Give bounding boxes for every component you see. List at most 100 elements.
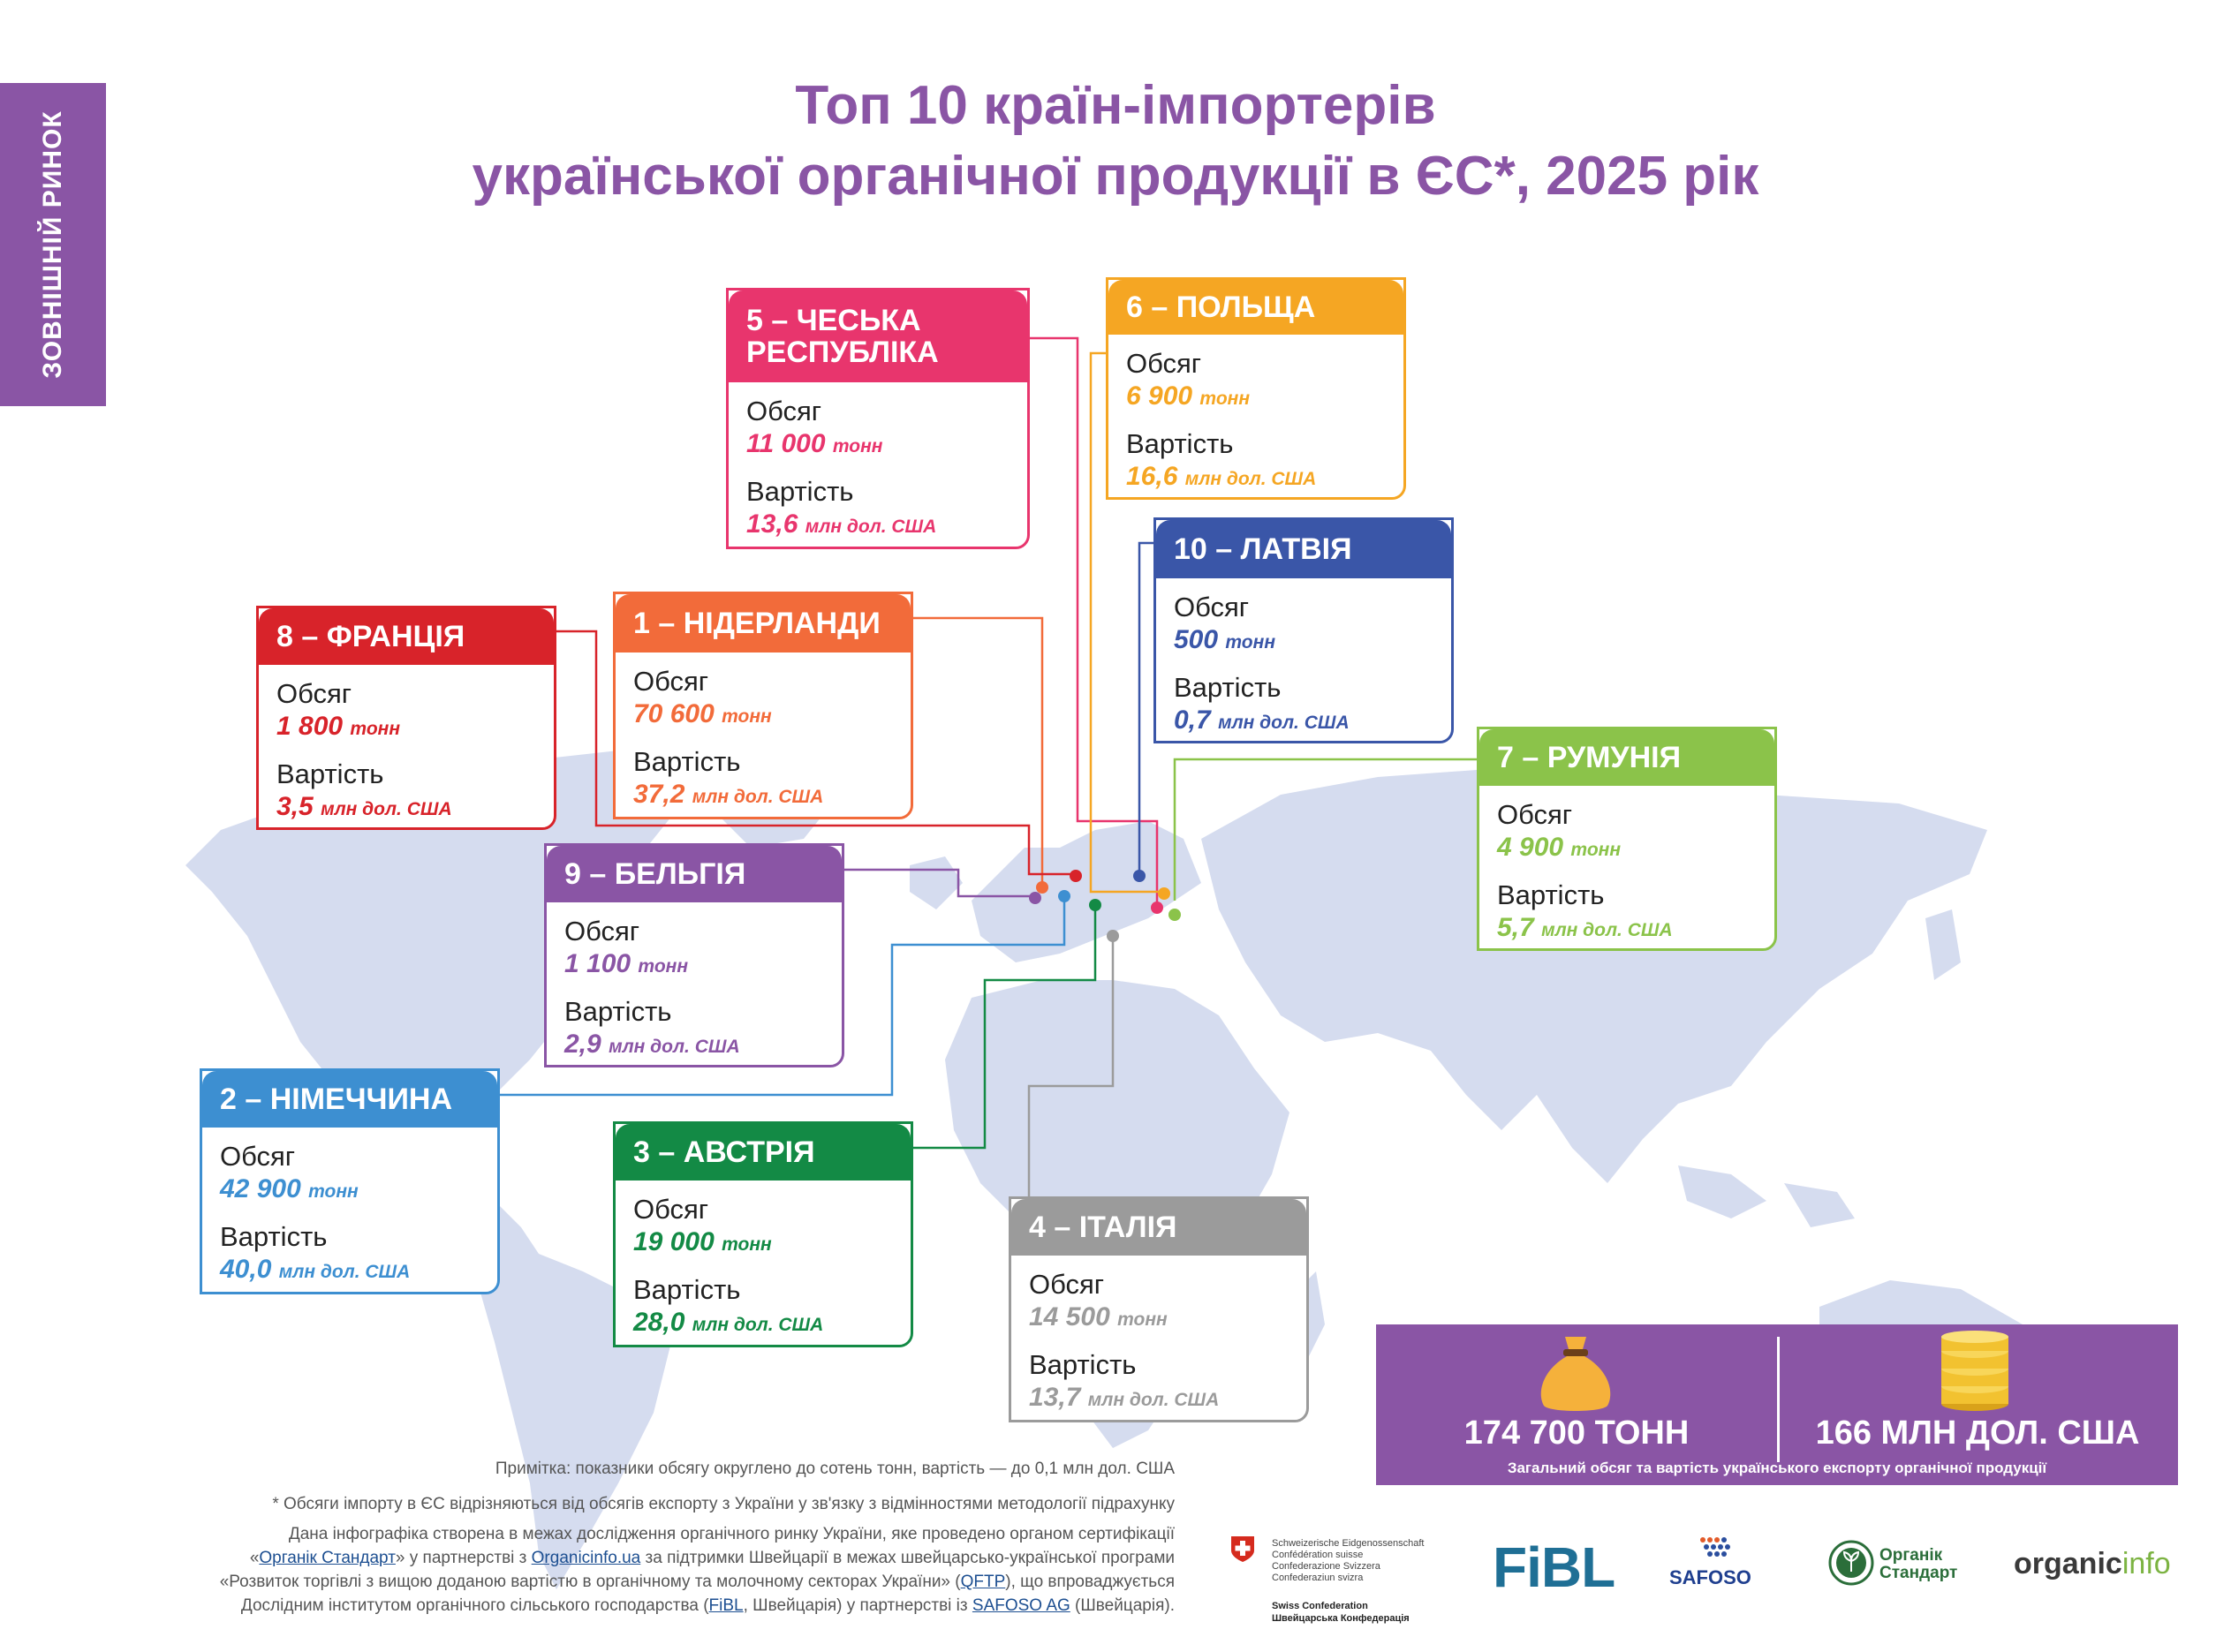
link-organicinfo[interactable]: Organicinfo.ua: [531, 1549, 641, 1567]
country-dots: [1029, 870, 1181, 942]
volume-label: Обсяг: [633, 666, 709, 697]
section-tab: ЗОВНІШНІЙ РИНОК: [0, 83, 106, 406]
value-value: 28,0 млн дол. США: [633, 1308, 824, 1337]
total-volume: 174 700 ТОНН: [1463, 1414, 1690, 1452]
volume-value: 19 000 тонн: [633, 1227, 772, 1256]
card-belgium: 9 – БЕЛЬГІЯ Обсяг 1 100 тонн Вартість 2,…: [544, 843, 844, 1067]
card-title: 4 – ІТАЛІЯ: [1029, 1211, 1177, 1244]
card-title: 9 – БЕЛЬГІЯ: [564, 857, 746, 891]
value-value: 37,2 млн дол. США: [633, 780, 824, 809]
dot-latvia: [1133, 870, 1146, 882]
dot-czech: [1151, 901, 1163, 914]
link-organic-standard[interactable]: Органік Стандарт: [259, 1549, 396, 1567]
value-label: Вартість: [1029, 1349, 1137, 1380]
connector-netherlands: [910, 616, 1044, 883]
volume-label: Обсяг: [220, 1141, 296, 1172]
value-label: Вартість: [276, 758, 384, 789]
coins-stack-icon: [1941, 1331, 2008, 1411]
card-title: 8 – ФРАНЦІЯ: [276, 620, 465, 653]
card-czech-republic: 5 – ЧЕСЬКА РЕСПУБЛІКА Обсяг 11 000 тонн …: [726, 288, 1030, 549]
volume-value: 14 500 тонн: [1029, 1302, 1168, 1331]
totals-caption: Загальний обсяг та вартість українського…: [1507, 1460, 2047, 1476]
volume-label: Обсяг: [633, 1194, 709, 1225]
card-title: 1 – НІДЕРЛАНДИ: [633, 607, 881, 640]
dot-austria: [1089, 899, 1101, 911]
organicinfo-logo: organicinfo: [2014, 1547, 2171, 1580]
value-value: 16,6 млн дол. США: [1126, 462, 1317, 491]
volume-value: 6 900 тонн: [1126, 381, 1251, 411]
value-label: Вартість: [1497, 879, 1605, 910]
card-title: 10 – ЛАТВІЯ: [1174, 532, 1352, 566]
value-label: Вартість: [1126, 428, 1234, 459]
card-title-line1: 5 – ЧЕСЬКА: [746, 304, 921, 337]
link-qftp[interactable]: QFTP: [960, 1573, 1006, 1591]
dot-belgium: [1029, 892, 1041, 904]
connector-latvia: [1138, 541, 1157, 874]
page-title-line2: української органічної продукції в ЄС*, …: [472, 146, 1759, 207]
connector-romania: [1173, 758, 1479, 901]
page-title-line1: Топ 10 країн-імпортерів: [795, 75, 1436, 136]
volume-label: Обсяг: [276, 678, 352, 709]
volume-label: Обсяг: [1174, 592, 1250, 622]
volume-value: 11 000 тонн: [746, 429, 883, 458]
value-value: 13,6 млн дол. США: [746, 509, 937, 539]
value-label: Вартість: [633, 1274, 741, 1305]
volume-value: 500 тонн: [1174, 625, 1275, 654]
connector-austria: [910, 901, 1097, 1150]
dot-italy: [1107, 930, 1119, 942]
value-value: 3,5 млн дол. США: [276, 792, 452, 821]
card-austria: 3 – АВСТРІЯ Обсяг 19 000 тонн Вартість 2…: [613, 1121, 913, 1347]
volume-label: Обсяг: [1029, 1269, 1105, 1300]
dot-poland: [1158, 887, 1170, 900]
value-value: 13,7 млн дол. США: [1029, 1383, 1220, 1412]
dot-netherlands: [1036, 881, 1048, 894]
note-about-line3: «Розвиток торгівлі з вищою доданою варті…: [219, 1573, 1175, 1591]
organic-standard-logo: Органік Стандарт: [1879, 1546, 1958, 1582]
dot-romania: [1168, 909, 1181, 921]
connector-france: [555, 630, 1076, 876]
value-value: 5,7 млн дол. США: [1497, 913, 1673, 942]
card-germany: 2 – НІМЕЧЧИНА Обсяг 42 900 тонн Вартість…: [200, 1068, 500, 1294]
safoso-emblem-icon: [1700, 1537, 1730, 1557]
volume-label: Обсяг: [1126, 348, 1202, 379]
card-title: 2 – НІМЕЧЧИНА: [220, 1082, 453, 1116]
volume-value: 1 800 тонн: [276, 712, 401, 741]
swiss-flag-icon: [1231, 1536, 1254, 1562]
value-value: 40,0 млн дол. США: [220, 1255, 411, 1284]
card-france: 8 – ФРАНЦІЯ Обсяг 1 800 тонн Вартість 3,…: [256, 606, 556, 830]
money-bag-icon: [1540, 1337, 1611, 1411]
swiss-confederation-logo-text: Schweizerische Eidgenossenschaft Confédé…: [1272, 1538, 1425, 1583]
connector-germany: [499, 892, 1066, 1097]
safoso-logo: SAFOSO: [1669, 1566, 1751, 1588]
total-value: 166 МЛН ДОЛ. США: [1815, 1414, 2140, 1452]
dot-france: [1070, 870, 1082, 882]
link-safoso[interactable]: SAFOSO AG: [972, 1596, 1070, 1615]
card-poland: 6 – ПОЛЬЩА Обсяг 6 900 тонн Вартість 16,…: [1106, 277, 1406, 500]
totals-box: 174 700 ТОНН 166 МЛН ДОЛ. США Загальний …: [1376, 1324, 2178, 1485]
volume-value: 42 900 тонн: [220, 1174, 359, 1203]
link-fibl[interactable]: FiBL: [708, 1596, 744, 1615]
connector-italy: [1027, 932, 1115, 1196]
connector-czech: [1025, 336, 1159, 909]
value-label: Вартість: [633, 746, 741, 777]
value-label: Вартість: [220, 1221, 328, 1252]
connector-lines: [499, 309, 1479, 1196]
swiss-confederation-caption: Swiss Confederation Швейцарська Конфедер…: [1272, 1601, 1410, 1624]
volume-label: Обсяг: [746, 396, 822, 426]
card-title: 6 – ПОЛЬЩА: [1126, 290, 1316, 324]
card-title: 3 – АВСТРІЯ: [633, 1135, 815, 1169]
card-romania: 7 – РУМУНІЯ Обсяг 4 900 тонн Вартість 5,…: [1477, 727, 1777, 951]
volume-label: Обсяг: [1497, 799, 1573, 830]
volume-value: 4 900 тонн: [1497, 833, 1622, 862]
card-netherlands: 1 – НІДЕРЛАНДИ Обсяг 70 600 тонн Вартіст…: [613, 592, 913, 819]
card-italy: 4 – ІТАЛІЯ Обсяг 14 500 тонн Вартість 13…: [1009, 1196, 1309, 1422]
organic-standard-emblem-icon: [1828, 1540, 1874, 1586]
note-about-line1: Дана інфографіка створена в межах дослід…: [288, 1525, 1175, 1543]
value-label: Вартість: [564, 996, 672, 1027]
dot-germany: [1058, 890, 1070, 902]
volume-value: 1 100 тонн: [564, 949, 689, 978]
note-rounding: Примітка: показники обсягу округлено до …: [495, 1460, 1175, 1478]
note-about-line2: «Органік Стандарт» у партнерстві з Organ…: [249, 1549, 1175, 1567]
volume-label: Обсяг: [564, 916, 640, 947]
note-about-line4: Дослідним інститутом органічного сільськ…: [240, 1596, 1175, 1615]
